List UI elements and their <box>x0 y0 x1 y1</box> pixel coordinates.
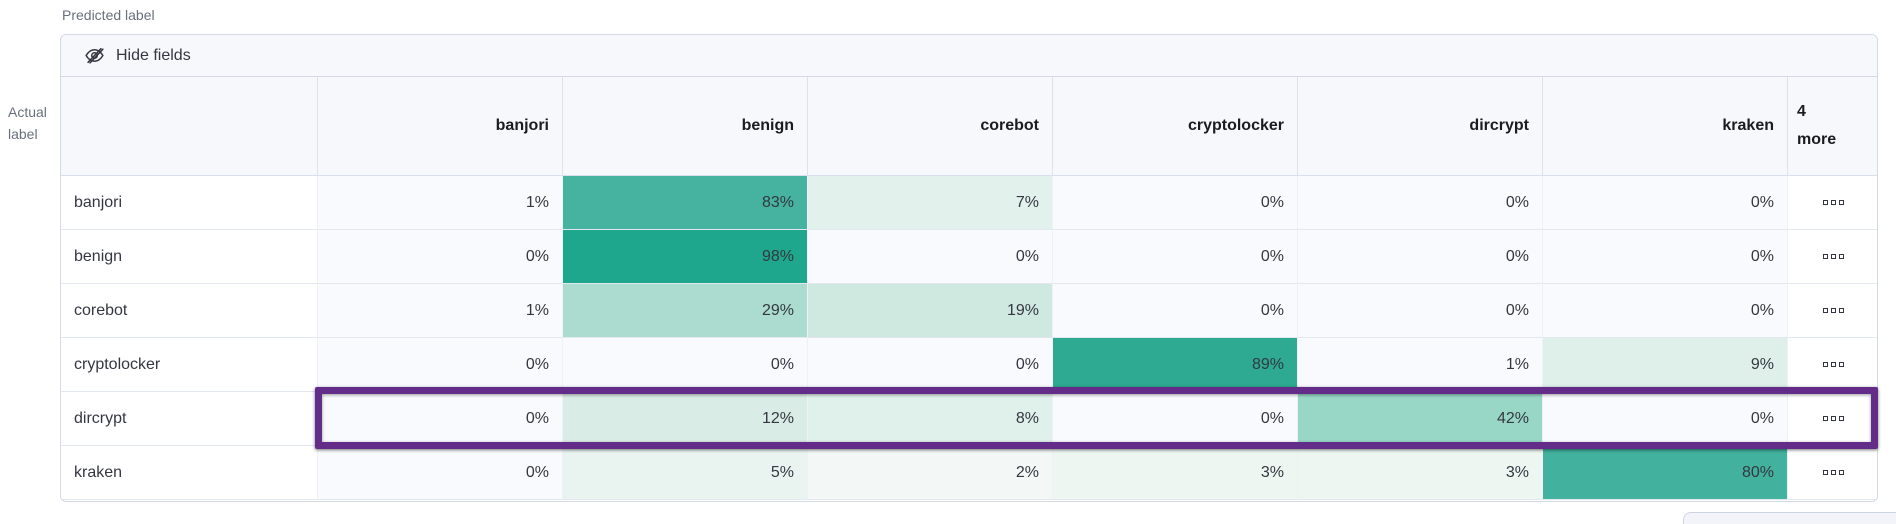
confusion-matrix-grid: banjori benign corebot cryptolocker dircrypt… <box>61 77 1877 500</box>
cell-kraken-corebot: 2% <box>808 446 1053 500</box>
cell-corebot-kraken: 0% <box>1543 284 1788 338</box>
column-header-dircrypt[interactable]: dircrypt <box>1298 77 1543 176</box>
cell-banjori-kraken: 0% <box>1543 176 1788 230</box>
column-header-benign[interactable]: benign <box>563 77 808 176</box>
cell-benign-banjori: 0% <box>318 230 563 284</box>
row-actions-benign[interactable] <box>1788 230 1877 284</box>
matrix-corner-cell <box>61 77 318 176</box>
row-actions-dircrypt[interactable] <box>1788 392 1877 446</box>
hide-fields-label: Hide fields <box>116 46 191 64</box>
row-label-corebot: corebot <box>61 284 318 338</box>
cell-dircrypt-benign: 12% <box>563 392 808 446</box>
cell-corebot-corebot: 19% <box>808 284 1053 338</box>
cell-cryptolocker-benign: 0% <box>563 338 808 392</box>
row-label-dircrypt: dircrypt <box>61 392 318 446</box>
cell-dircrypt-kraken: 0% <box>1543 392 1788 446</box>
confusion-matrix-panel: Hide fields banjori benign corebot cryptolo… <box>60 34 1878 502</box>
cell-kraken-banjori: 0% <box>318 446 563 500</box>
cell-cryptolocker-kraken: 9% <box>1543 338 1788 392</box>
actual-label-line2: label <box>8 126 38 142</box>
cell-banjori-corebot: 7% <box>808 176 1053 230</box>
cell-banjori-cryptolocker: 0% <box>1053 176 1298 230</box>
cell-dircrypt-dircrypt: 42% <box>1298 392 1543 446</box>
column-header-more-columns[interactable]: 4 more <box>1788 77 1877 176</box>
ellipsis-boxes-icon <box>1823 416 1844 421</box>
column-header-banjori[interactable]: banjori <box>318 77 563 176</box>
column-header-kraken[interactable]: kraken <box>1543 77 1788 176</box>
cell-benign-corebot: 0% <box>808 230 1053 284</box>
row-actions-kraken[interactable] <box>1788 446 1877 500</box>
row-label-banjori: banjori <box>61 176 318 230</box>
cell-corebot-benign: 29% <box>563 284 808 338</box>
cell-corebot-cryptolocker: 0% <box>1053 284 1298 338</box>
column-header-corebot[interactable]: corebot <box>808 77 1053 176</box>
eye-slash-icon <box>85 47 104 64</box>
cell-cryptolocker-dircrypt: 1% <box>1298 338 1543 392</box>
cell-corebot-banjori: 1% <box>318 284 563 338</box>
actual-label-axis-title: Actual label <box>8 101 47 145</box>
cell-benign-kraken: 0% <box>1543 230 1788 284</box>
cell-kraken-kraken: 80% <box>1543 446 1788 500</box>
row-actions-corebot[interactable] <box>1788 284 1877 338</box>
cell-kraken-benign: 5% <box>563 446 808 500</box>
row-label-kraken: kraken <box>61 446 318 500</box>
hide-fields-button[interactable]: Hide fields <box>61 35 1877 77</box>
actual-label-line1: Actual <box>8 104 47 120</box>
predicted-label-axis-title: Predicted label <box>62 7 155 23</box>
ellipsis-boxes-icon <box>1823 200 1844 205</box>
row-label-benign: benign <box>61 230 318 284</box>
row-actions-banjori[interactable] <box>1788 176 1877 230</box>
cell-cryptolocker-banjori: 0% <box>318 338 563 392</box>
ellipsis-boxes-icon <box>1823 362 1844 367</box>
bottom-right-partial-popover <box>1683 512 1896 524</box>
cell-kraken-dircrypt: 3% <box>1298 446 1543 500</box>
cell-dircrypt-corebot: 8% <box>808 392 1053 446</box>
ellipsis-boxes-icon <box>1823 470 1844 475</box>
cell-cryptolocker-cryptolocker: 89% <box>1053 338 1298 392</box>
cell-corebot-dircrypt: 0% <box>1298 284 1543 338</box>
column-header-cryptolocker[interactable]: cryptolocker <box>1053 77 1298 176</box>
cell-kraken-cryptolocker: 3% <box>1053 446 1298 500</box>
cell-dircrypt-cryptolocker: 0% <box>1053 392 1298 446</box>
cell-benign-cryptolocker: 0% <box>1053 230 1298 284</box>
cell-benign-benign: 98% <box>563 230 808 284</box>
cell-cryptolocker-corebot: 0% <box>808 338 1053 392</box>
cell-benign-dircrypt: 0% <box>1298 230 1543 284</box>
ellipsis-boxes-icon <box>1823 254 1844 259</box>
cell-banjori-dircrypt: 0% <box>1298 176 1543 230</box>
ellipsis-boxes-icon <box>1823 308 1844 313</box>
cell-dircrypt-banjori: 0% <box>318 392 563 446</box>
row-actions-cryptolocker[interactable] <box>1788 338 1877 392</box>
cell-banjori-banjori: 1% <box>318 176 563 230</box>
row-label-cryptolocker: cryptolocker <box>61 338 318 392</box>
cell-banjori-benign: 83% <box>563 176 808 230</box>
